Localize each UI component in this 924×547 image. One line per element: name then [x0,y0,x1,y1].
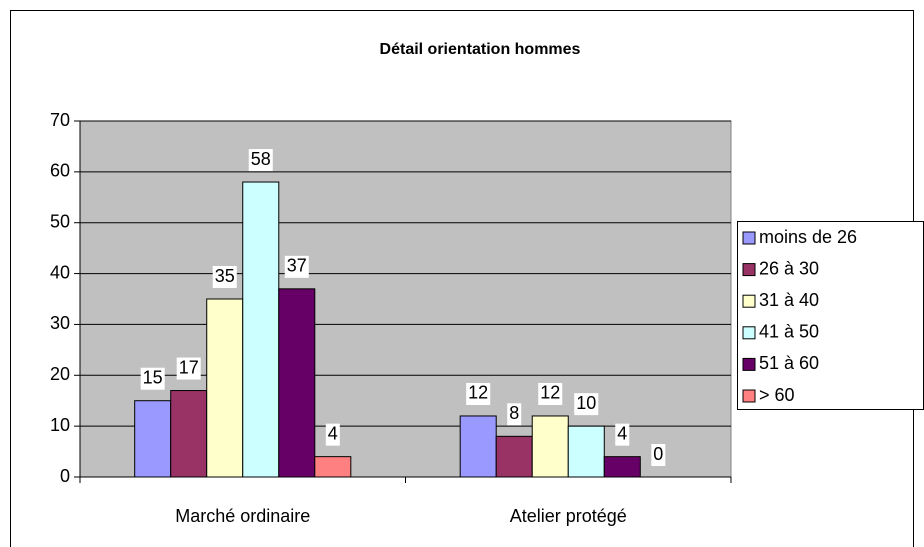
y-tick-label: 70 [50,110,70,130]
legend-swatch [742,263,756,277]
y-tick-label: 10 [50,415,70,435]
legend-label: 41 à 50 [759,322,819,342]
bar [206,298,244,478]
legend-label: moins de 26 [759,227,857,247]
bar [531,415,569,478]
data-label-bg [574,393,599,416]
legend-swatch [742,357,756,371]
legend-label: 26 à 30 [759,258,819,278]
y-tick-label: 50 [50,211,70,231]
y-tick-label: 60 [50,161,70,181]
legend-swatch [742,326,756,340]
data-label-bg [615,423,630,446]
bar [242,181,280,478]
data-label-bg [538,382,563,405]
y-tick-label: 30 [50,313,70,333]
data-label: 58 [251,149,271,169]
data-label: 17 [179,357,199,377]
bar [459,415,497,478]
x-tick-label: Atelier protégé [510,506,627,526]
legend-swatch [742,389,756,403]
legend-box [737,221,924,410]
data-label: 10 [576,393,596,413]
data-label: 0 [653,444,663,464]
data-label-bg [176,357,201,380]
data-label: 35 [215,266,235,286]
bar [134,400,172,478]
bar [567,425,605,478]
data-label-bg [284,255,309,278]
y-tick-label: 20 [50,364,70,384]
legend-label: > 60 [759,385,795,405]
x-tick-label: Marché ordinaire [175,506,310,526]
data-label-bg [140,367,165,390]
data-label-bg [325,423,340,446]
bar [314,456,352,478]
bar [278,288,316,478]
y-tick-label: 40 [50,262,70,282]
data-label-bg [248,149,273,172]
data-label: 37 [287,256,307,276]
data-label: 12 [540,383,560,403]
data-label: 4 [617,423,627,443]
legend-label: 51 à 60 [759,353,819,373]
legend-swatch [742,294,756,308]
y-tick-label: 0 [60,466,70,486]
data-label: 12 [468,383,488,403]
bar [170,390,208,478]
data-label-bg [507,403,522,426]
data-label: 4 [328,423,338,443]
chart-title: Détail orientation hommes [380,41,581,58]
data-label: 15 [143,367,163,387]
bar [603,456,641,478]
data-label-bg [212,266,237,288]
legend-label: 31 à 40 [759,290,819,310]
bar [495,435,533,478]
data-label: 8 [509,403,519,423]
legend-swatch [742,231,756,245]
data-label-bg [466,382,491,405]
data-label-bg [651,444,666,466]
